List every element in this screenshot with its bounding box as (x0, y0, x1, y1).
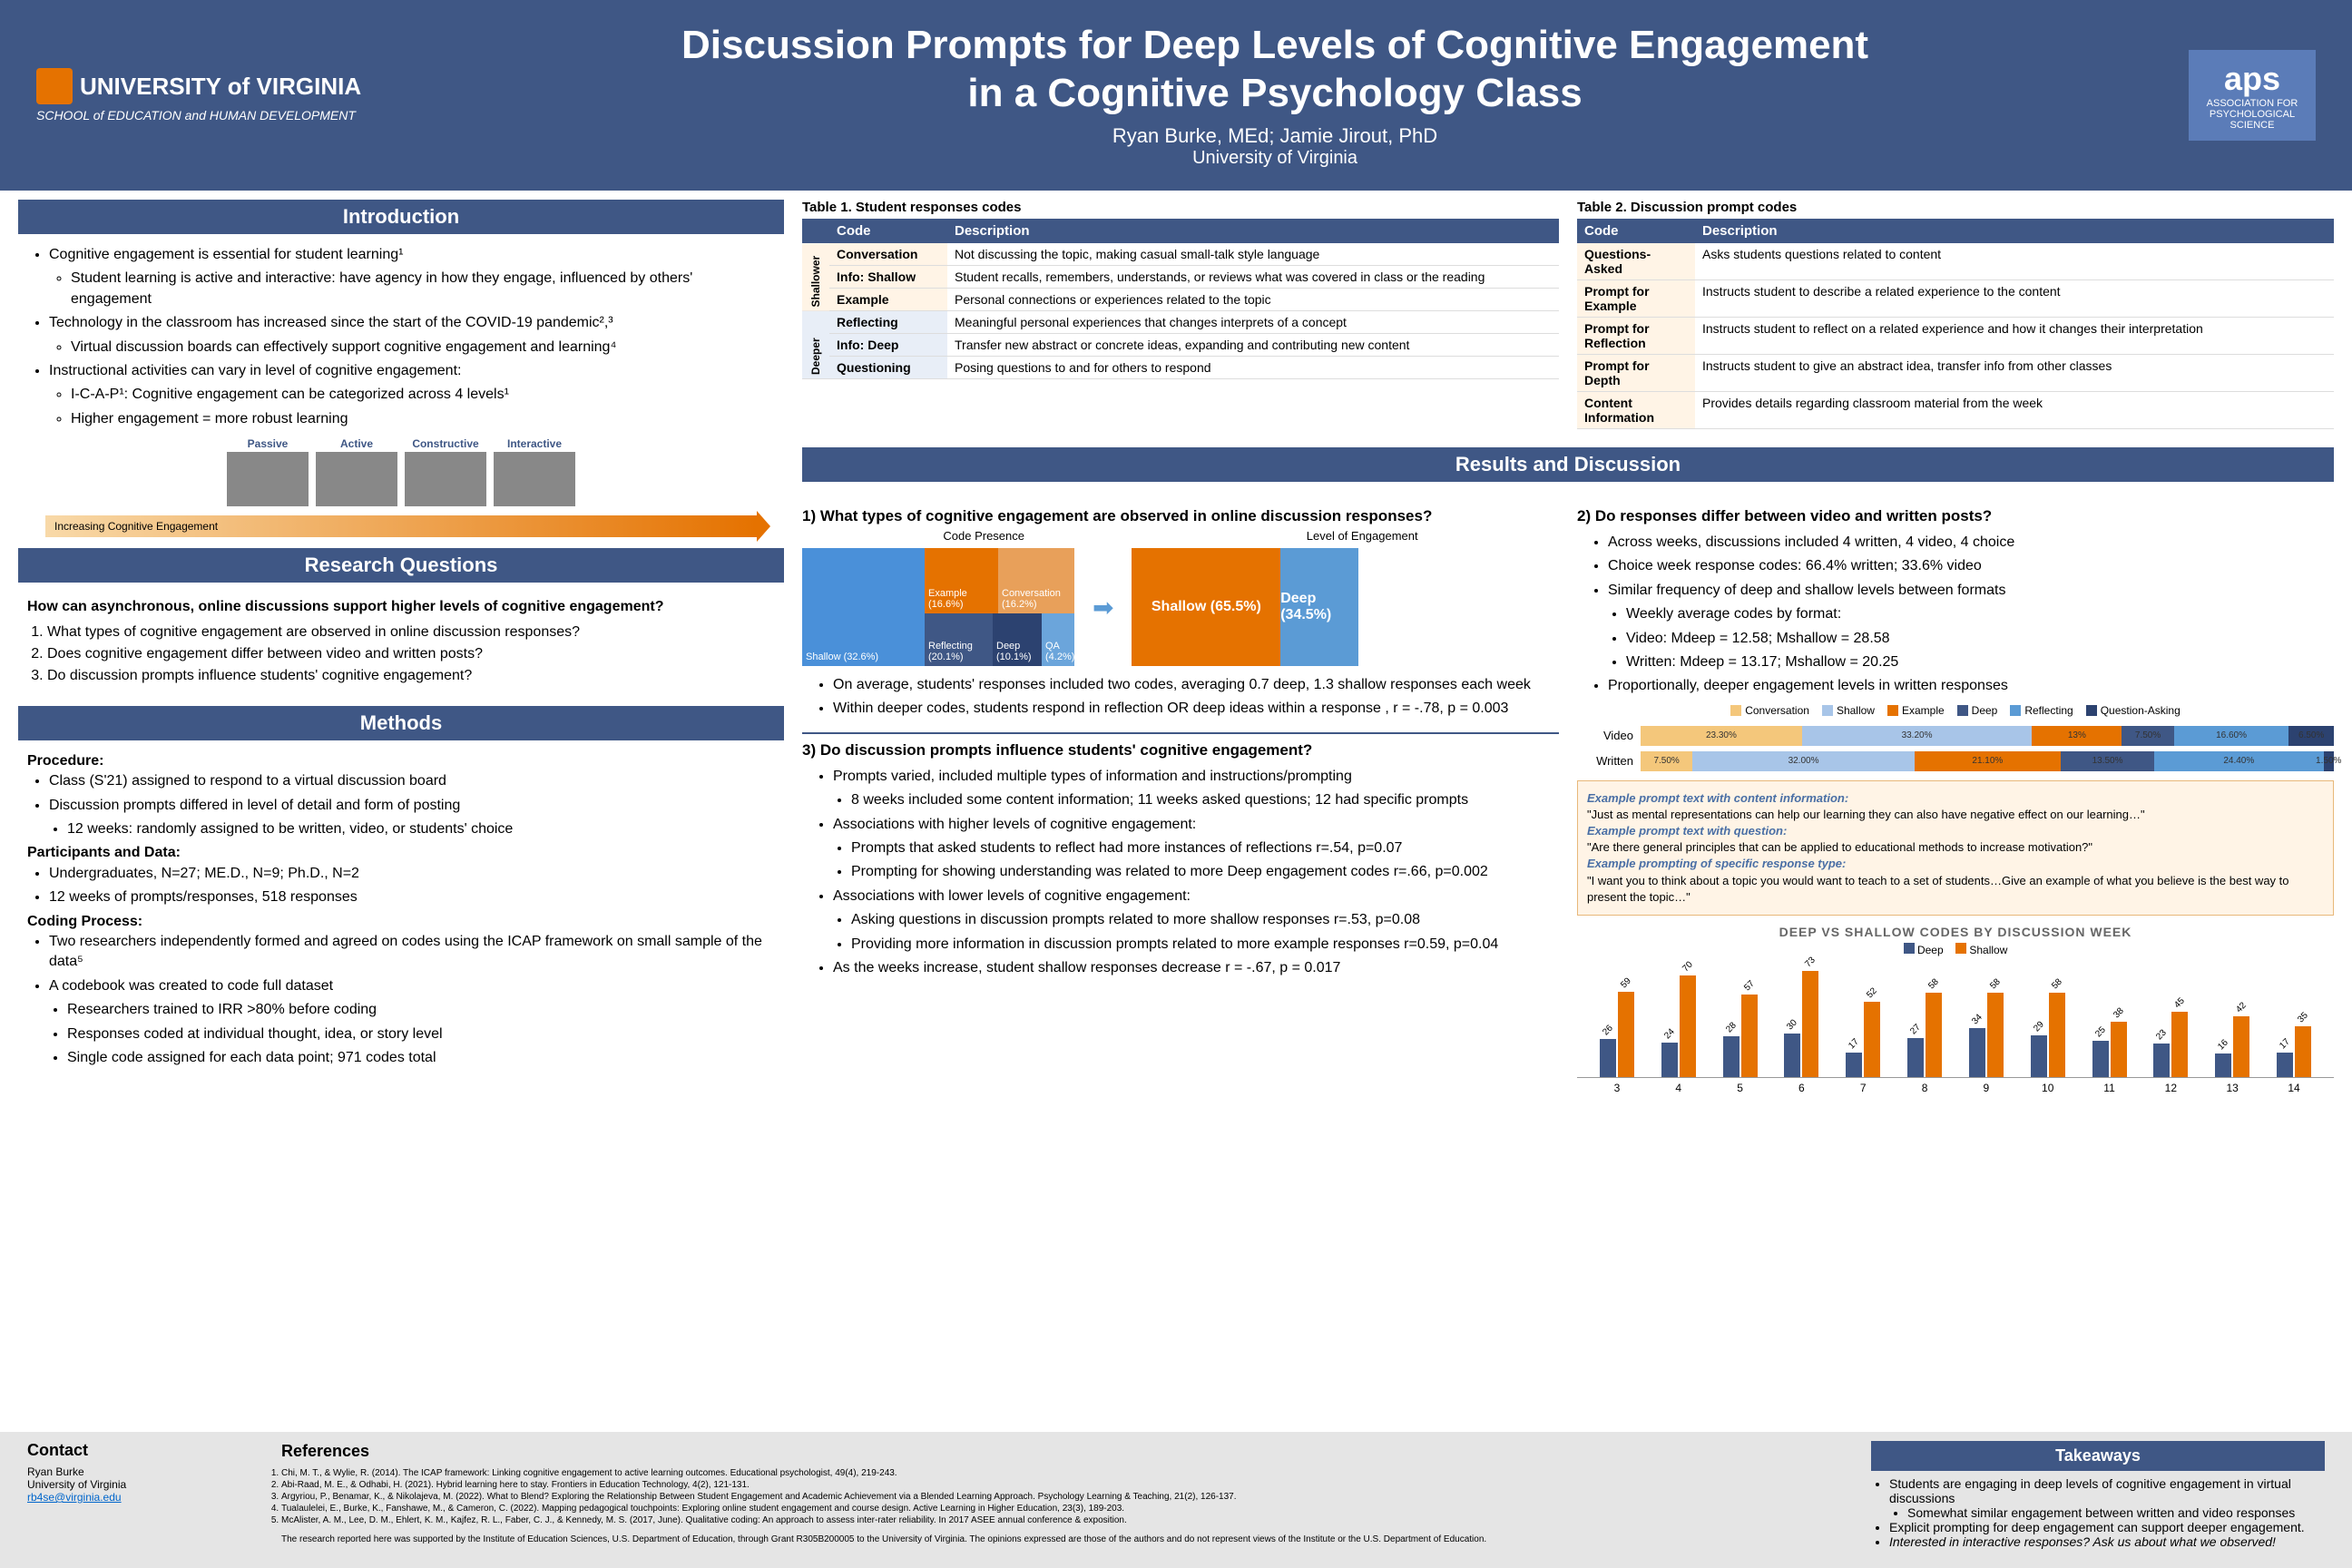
ex-label3: Example prompting of specific response t… (1587, 856, 2324, 872)
content: Introduction Cognitive engagement is ess… (0, 191, 2352, 1443)
affiliation: University of Virginia (361, 148, 2189, 169)
title-line2: in a Cognitive Psychology Class (967, 71, 1582, 115)
engagement-chart: Shallow (65.5%) Deep (34.5%) (1132, 548, 1358, 666)
ex-label1: Example prompt text with content informa… (1587, 790, 2324, 807)
contact-affil: University of Virginia (27, 1478, 254, 1491)
tables-row: Table 1. Student responses codes Code De… (802, 200, 2334, 429)
references-block: References Chi, M. T., & Wylie, R. (2014… (281, 1441, 1844, 1559)
engagement-label: Level of Engagement (1307, 529, 1418, 543)
refs-heading: References (281, 1441, 1844, 1462)
methods-heading: Methods (18, 706, 784, 740)
icap-row: PassiveActiveConstructiveInteractive (27, 436, 775, 508)
table1-caption: Table 1. Student responses codes (802, 200, 1559, 215)
methods-body: Procedure: Class (S'21) assigned to resp… (18, 748, 784, 1075)
ex-text3: "I want you to think about a topic you w… (1587, 873, 2324, 906)
title-block: Discussion Prompts for Deep Levels of Co… (361, 22, 2189, 170)
authors: Ryan Burke, MEd; Jamie Jirout, PhD (361, 124, 2189, 148)
column-left: Introduction Cognitive engagement is ess… (18, 200, 784, 1434)
table2-caption: Table 2. Discussion prompt codes (1577, 200, 2334, 215)
table2-code-header: Code (1577, 219, 1695, 243)
contact-heading: Contact (27, 1441, 254, 1460)
intro-bullet: Instructional activities can vary in lev… (49, 361, 775, 381)
aps-subtitle: ASSOCIATION FOR PSYCHOLOGICAL SCIENCE (2189, 98, 2316, 131)
icap-arrow: Increasing Cognitive Engagement (45, 515, 757, 537)
ex-text2: "Are there general principles that can b… (1587, 839, 2324, 856)
table1-code-header: Code (829, 219, 947, 243)
intro-bullet: Technology in the classroom has increase… (49, 313, 775, 333)
title-line1: Discussion Prompts for Deep Levels of Co… (681, 23, 1868, 67)
rq-body: How can asynchronous, online discussions… (18, 590, 784, 699)
takeaways-block: Takeaways Students are engaging in deep … (1871, 1441, 2325, 1559)
rq-main: How can asynchronous, online discussions… (27, 599, 775, 615)
ex-label2: Example prompt text with question: (1587, 823, 2324, 839)
header: UNIVERSITY of VIRGINIA SCHOOL of EDUCATI… (0, 0, 2352, 191)
results-right: 2) Do responses differ between video and… (1577, 500, 2334, 1434)
intro-bullet: Cognitive engagement is essential for st… (49, 245, 775, 265)
stacked-bars: Video23.30%33.20%13%7.50%16.60%6.50%Writ… (1577, 726, 2334, 771)
uva-icon (36, 68, 73, 104)
aps-text: aps (2224, 60, 2280, 98)
table2: Table 2. Discussion prompt codes Code De… (1577, 200, 2334, 429)
barchart-legend: Deep Shallow (1577, 943, 2334, 956)
code-presence-label: Code Presence (943, 529, 1024, 543)
treemap-chart: Shallow (32.6%)Reflecting (20.1%)Example… (802, 548, 1074, 666)
takeaways-heading: Takeaways (1871, 1441, 2325, 1471)
disclaimer: The research reported here was supported… (281, 1534, 1844, 1545)
treemap-wrap: Shallow (32.6%)Reflecting (20.1%)Example… (802, 548, 1559, 666)
contact-name: Ryan Burke (27, 1465, 254, 1478)
q1-title: 1) What types of cognitive engagement ar… (802, 507, 1559, 525)
table2-desc-header: Description (1695, 219, 2334, 243)
table1: Table 1. Student responses codes Code De… (802, 200, 1559, 429)
example-box: Example prompt text with content informa… (1577, 780, 2334, 916)
poster: UNIVERSITY of VIRGINIA SCHOOL of EDUCATI… (0, 0, 2352, 1568)
university-name: UNIVERSITY of VIRGINIA (80, 73, 361, 101)
bar-chart: DEEP VS SHALLOW CODES BY DISCUSSION WEEK… (1577, 925, 2334, 1094)
contact-block: Contact Ryan Burke University of Virgini… (27, 1441, 254, 1559)
uva-logo: UNIVERSITY of VIRGINIA SCHOOL of EDUCATI… (36, 68, 361, 122)
participants-label: Participants and Data: (27, 845, 181, 860)
column-right-wrapper: Table 1. Student responses codes Code De… (802, 200, 2334, 1434)
intro-heading: Introduction (18, 200, 784, 234)
contact-email[interactable]: rb4se@virginia.edu (27, 1491, 122, 1504)
table1-desc-header: Description (947, 219, 1559, 243)
deep-bar: Deep (34.5%) (1280, 548, 1358, 666)
results-left: 1) What types of cognitive engagement ar… (802, 500, 1559, 1434)
intro-body: Cognitive engagement is essential for st… (18, 241, 784, 541)
shallow-bar: Shallow (65.5%) (1132, 548, 1280, 666)
rq-heading: Research Questions (18, 548, 784, 583)
arrow-icon: ➡ (1093, 593, 1113, 622)
ex-text1: "Just as mental representations can help… (1587, 807, 2324, 823)
school-name: SCHOOL of EDUCATION and HUMAN DEVELOPMEN… (36, 108, 361, 122)
results-columns: 1) What types of cognitive engagement ar… (802, 500, 2334, 1434)
barchart-title: DEEP VS SHALLOW CODES BY DISCUSSION WEEK (1577, 925, 2334, 939)
results-heading: Results and Discussion (802, 447, 2334, 482)
coding-label: Coding Process: (27, 914, 142, 929)
stacked-legend: ConversationShallowExampleDeepReflecting… (1577, 704, 2334, 717)
aps-logo: aps ASSOCIATION FOR PSYCHOLOGICAL SCIENC… (2189, 50, 2316, 141)
q2-title: 2) Do responses differ between video and… (1577, 507, 2334, 525)
q3-title: 3) Do discussion prompts influence stude… (802, 741, 1559, 760)
procedure-label: Procedure: (27, 753, 103, 769)
footer: Contact Ryan Burke University of Virgini… (0, 1432, 2352, 1568)
